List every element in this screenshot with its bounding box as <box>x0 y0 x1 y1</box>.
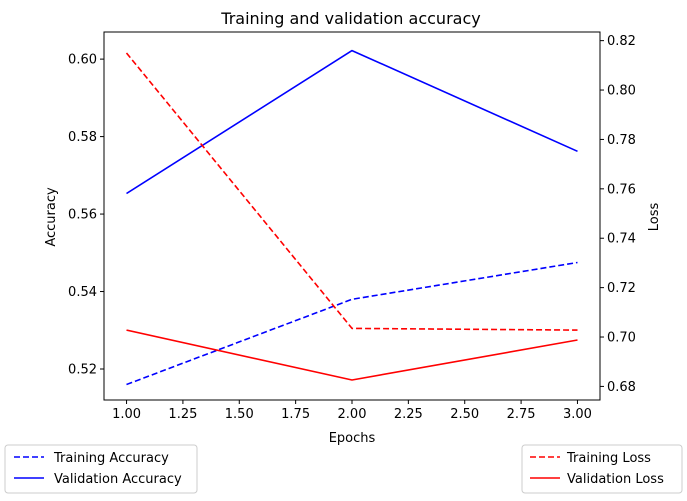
chart-title: Training and validation accuracy <box>220 9 480 28</box>
x-tick-label: 2.75 <box>507 407 536 422</box>
y-left-tick-label: 0.52 <box>68 363 97 378</box>
series-line-validation-loss <box>126 329 578 381</box>
y-right-tick-label: 0.80 <box>607 84 636 99</box>
legend-accuracy: Training Accuracy Validation Accuracy <box>4 444 198 494</box>
series-line-validation-accuracy <box>126 49 578 195</box>
x-tick-label: 2.25 <box>394 407 423 422</box>
y-right-tick-label: 0.78 <box>607 133 636 148</box>
y-axis-left: 0.52 0.54 0.56 0.58 0.60 <box>68 53 104 378</box>
x-tick-label: 2.00 <box>338 407 367 422</box>
series-line-training-accuracy <box>126 261 578 386</box>
x-tick-label: 3.00 <box>563 407 592 422</box>
x-axis: 1.00 1.25 1.50 1.75 2.00 2.25 2.50 2.75 3.00 <box>112 400 592 422</box>
y-axis-right-label: Loss <box>647 203 662 232</box>
x-tick-label: 2.50 <box>450 407 479 422</box>
legend-label-validation-loss: Validation Loss <box>567 472 664 487</box>
series-line-training-loss <box>125 52 578 331</box>
y-right-tick-label: 0.68 <box>607 380 636 395</box>
legend-loss: Training Loss Validation Loss <box>521 444 683 494</box>
y-left-tick-label: 0.60 <box>68 53 97 68</box>
plot-frame <box>103 31 601 401</box>
x-tick-label: 1.75 <box>281 407 310 422</box>
legend-loss-box <box>521 444 683 494</box>
x-tick-label: 1.50 <box>225 407 254 422</box>
y-right-tick-label: 0.82 <box>607 34 636 49</box>
y-right-tick-label: 0.76 <box>607 182 636 197</box>
x-tick-label: 1.00 <box>112 407 141 422</box>
y-left-tick-label: 0.58 <box>68 130 97 145</box>
y-right-tick-label: 0.74 <box>607 232 636 247</box>
y-left-tick-label: 0.54 <box>68 285 97 300</box>
legend-accuracy-box <box>4 444 198 494</box>
legend-label-training-accuracy: Training Accuracy <box>53 451 169 466</box>
y-left-tick-label: 0.56 <box>68 208 97 223</box>
legend-label-training-loss: Training Loss <box>566 451 651 466</box>
y-axis-left-label: Accuracy <box>44 187 59 247</box>
legend-label-validation-accuracy: Validation Accuracy <box>54 472 182 487</box>
series-layer <box>125 49 578 386</box>
y-right-tick-label: 0.72 <box>607 281 636 296</box>
y-right-tick-label: 0.70 <box>607 331 636 346</box>
x-tick-label: 1.25 <box>168 407 197 422</box>
y-axis-right: 0.68 0.70 0.72 0.74 0.76 0.78 0.80 0.82 <box>600 34 636 395</box>
x-axis-label: Epochs <box>329 431 376 446</box>
